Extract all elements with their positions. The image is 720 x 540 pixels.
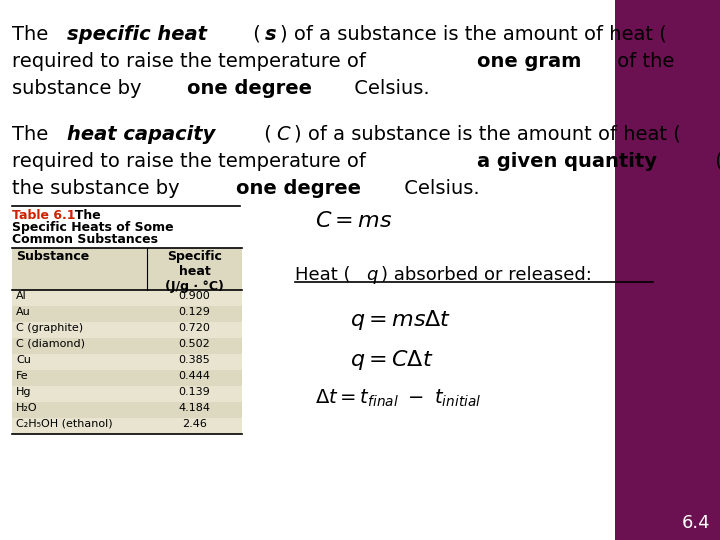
Text: one degree: one degree <box>187 79 312 98</box>
Text: one gram: one gram <box>477 52 581 71</box>
Text: Cu: Cu <box>16 355 31 365</box>
Text: The: The <box>12 25 55 44</box>
Text: 0.385: 0.385 <box>179 355 210 365</box>
Text: 0.502: 0.502 <box>179 339 210 349</box>
Text: q: q <box>366 266 378 284</box>
Text: 0.444: 0.444 <box>179 371 210 381</box>
Text: a given quantity: a given quantity <box>477 152 657 171</box>
Text: C₂H₅OH (ethanol): C₂H₅OH (ethanol) <box>16 419 112 429</box>
Text: $q = ms\Delta t$: $q = ms\Delta t$ <box>350 308 451 332</box>
Text: of the: of the <box>611 52 675 71</box>
Text: one degree: one degree <box>236 179 361 198</box>
Bar <box>12 248 242 290</box>
Text: C (diamond): C (diamond) <box>16 339 85 349</box>
Bar <box>12 370 242 386</box>
Text: ) of a substance is the amount of heat (: ) of a substance is the amount of heat ( <box>280 25 667 44</box>
Text: Celsius.: Celsius. <box>348 79 430 98</box>
Text: 0.900: 0.900 <box>179 291 210 301</box>
Bar <box>12 418 242 434</box>
Text: Heat (: Heat ( <box>295 266 351 284</box>
Text: The: The <box>12 125 55 144</box>
Text: required to raise the temperature of: required to raise the temperature of <box>12 152 372 171</box>
Text: Al: Al <box>16 291 27 301</box>
Bar <box>12 386 242 402</box>
Text: Au: Au <box>16 307 31 317</box>
Text: ) of a substance is the amount of heat (: ) of a substance is the amount of heat ( <box>294 125 680 144</box>
Text: (: ( <box>248 25 261 44</box>
Text: Celsius.: Celsius. <box>397 179 480 198</box>
Text: 2.46: 2.46 <box>182 419 207 429</box>
Bar <box>12 306 242 322</box>
Text: 6.4: 6.4 <box>681 514 710 532</box>
Text: substance by: substance by <box>12 79 148 98</box>
Bar <box>12 290 242 306</box>
Text: The: The <box>66 209 101 222</box>
Bar <box>12 354 242 370</box>
Bar <box>12 338 242 354</box>
Text: 0.139: 0.139 <box>179 387 210 397</box>
Bar <box>12 402 242 418</box>
Text: ) absorbed or released:: ) absorbed or released: <box>382 266 592 284</box>
Text: required to raise the temperature of: required to raise the temperature of <box>12 52 372 71</box>
Text: $\Delta t = t_{final}\ -\ t_{initial}$: $\Delta t = t_{final}\ -\ t_{initial}$ <box>315 388 481 409</box>
Text: specific heat: specific heat <box>67 25 207 44</box>
Text: 0.720: 0.720 <box>179 323 210 333</box>
Text: Substance: Substance <box>16 250 89 263</box>
Text: Hg: Hg <box>16 387 32 397</box>
Bar <box>615 0 720 540</box>
Text: C: C <box>276 125 289 144</box>
Text: heat capacity: heat capacity <box>67 125 215 144</box>
Text: (: ( <box>709 152 720 171</box>
Text: $q = C\Delta t$: $q = C\Delta t$ <box>350 348 433 372</box>
Text: (: ( <box>258 125 272 144</box>
Text: Specific Heats of Some: Specific Heats of Some <box>12 221 174 234</box>
Bar <box>12 322 242 338</box>
Text: H₂O: H₂O <box>16 403 37 413</box>
Text: Common Substances: Common Substances <box>12 233 158 246</box>
Text: 4.184: 4.184 <box>179 403 210 413</box>
Text: Specific
heat
(J/g · °C): Specific heat (J/g · °C) <box>165 250 224 293</box>
Text: $C = ms$: $C = ms$ <box>315 211 392 231</box>
Text: s: s <box>265 25 277 44</box>
Text: the substance by: the substance by <box>12 179 186 198</box>
Text: C (graphite): C (graphite) <box>16 323 83 333</box>
Text: Table 6.1: Table 6.1 <box>12 209 76 222</box>
Text: 0.129: 0.129 <box>179 307 210 317</box>
Text: Fe: Fe <box>16 371 29 381</box>
